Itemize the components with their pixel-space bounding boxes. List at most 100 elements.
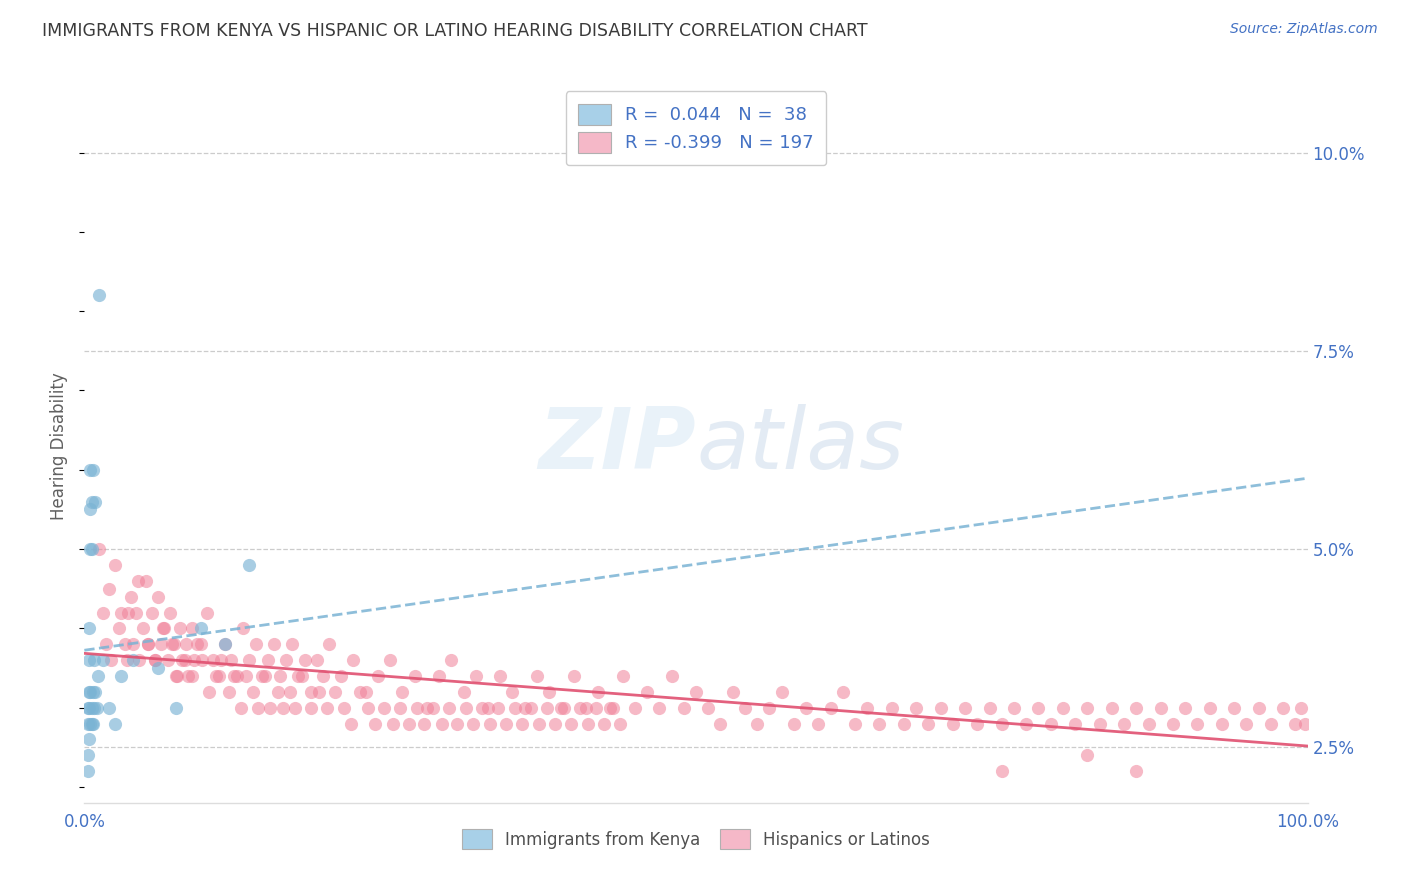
Point [146, 590, 169, 604]
Point [128, 653, 150, 667]
Point [929, 700, 952, 714]
Point [122, 653, 145, 667]
Point [110, 669, 132, 683]
Point [1125, 764, 1147, 778]
Point [87, 669, 110, 683]
Point [340, 716, 363, 731]
Point [1260, 716, 1282, 731]
Point [880, 700, 903, 714]
Point [198, 685, 221, 699]
Point [281, 637, 304, 651]
Point [214, 637, 236, 651]
Point [526, 669, 548, 683]
Point [80, 542, 103, 557]
Point [229, 700, 252, 714]
Point [831, 685, 853, 699]
Y-axis label: Hearing Disability: Hearing Disability [51, 372, 69, 520]
Point [1236, 716, 1258, 731]
Point [120, 590, 142, 604]
Point [191, 653, 214, 667]
Point [238, 558, 260, 572]
Point [1052, 700, 1074, 714]
Point [398, 716, 420, 731]
Point [413, 716, 436, 731]
Point [1039, 716, 1062, 731]
Point [807, 716, 830, 731]
Point [278, 685, 301, 699]
Point [416, 700, 439, 714]
Point [357, 700, 380, 714]
Point [406, 700, 429, 714]
Point [553, 700, 575, 714]
Point [991, 716, 1014, 731]
Point [96, 637, 118, 651]
Point [1211, 716, 1233, 731]
Point [1247, 700, 1270, 714]
Point [250, 669, 273, 683]
Point [1284, 716, 1306, 731]
Point [560, 716, 582, 731]
Point [77, 700, 100, 714]
Point [318, 637, 340, 651]
Point [177, 669, 200, 683]
Point [214, 637, 236, 651]
Point [323, 685, 346, 699]
Point [1076, 748, 1098, 763]
Point [77, 621, 100, 635]
Point [77, 653, 100, 667]
Point [869, 716, 891, 731]
Point [269, 669, 291, 683]
Point [136, 637, 159, 651]
Point [568, 700, 591, 714]
Point [1272, 700, 1295, 714]
Point [299, 685, 322, 699]
Point [125, 606, 148, 620]
Point [520, 700, 543, 714]
Point [1076, 700, 1098, 714]
Point [122, 637, 145, 651]
Point [80, 494, 103, 508]
Point [636, 685, 658, 699]
Point [942, 716, 965, 731]
Point [820, 700, 842, 714]
Point [917, 716, 939, 731]
Point [79, 542, 101, 557]
Point [173, 653, 195, 667]
Point [263, 637, 285, 651]
Point [107, 621, 129, 635]
Point [83, 700, 105, 714]
Point [156, 653, 179, 667]
Point [586, 685, 609, 699]
Point [166, 669, 188, 683]
Point [794, 700, 817, 714]
Point [609, 716, 631, 731]
Point [661, 669, 683, 683]
Point [685, 685, 707, 699]
Point [209, 653, 232, 667]
Point [404, 669, 426, 683]
Point [146, 661, 169, 675]
Point [544, 716, 567, 731]
Point [238, 653, 260, 667]
Point [856, 700, 879, 714]
Point [245, 637, 267, 651]
Point [181, 621, 204, 635]
Point [1161, 716, 1184, 731]
Point [82, 463, 104, 477]
Point [991, 764, 1014, 778]
Point [471, 700, 494, 714]
Point [77, 700, 100, 714]
Text: atlas: atlas [696, 404, 904, 488]
Point [117, 606, 139, 620]
Point [132, 621, 155, 635]
Point [84, 494, 107, 508]
Point [308, 685, 330, 699]
Point [1223, 700, 1246, 714]
Point [489, 669, 512, 683]
Point [141, 606, 163, 620]
Point [115, 653, 138, 667]
Point [315, 700, 337, 714]
Point [342, 653, 364, 667]
Point [174, 637, 197, 651]
Point [427, 669, 450, 683]
